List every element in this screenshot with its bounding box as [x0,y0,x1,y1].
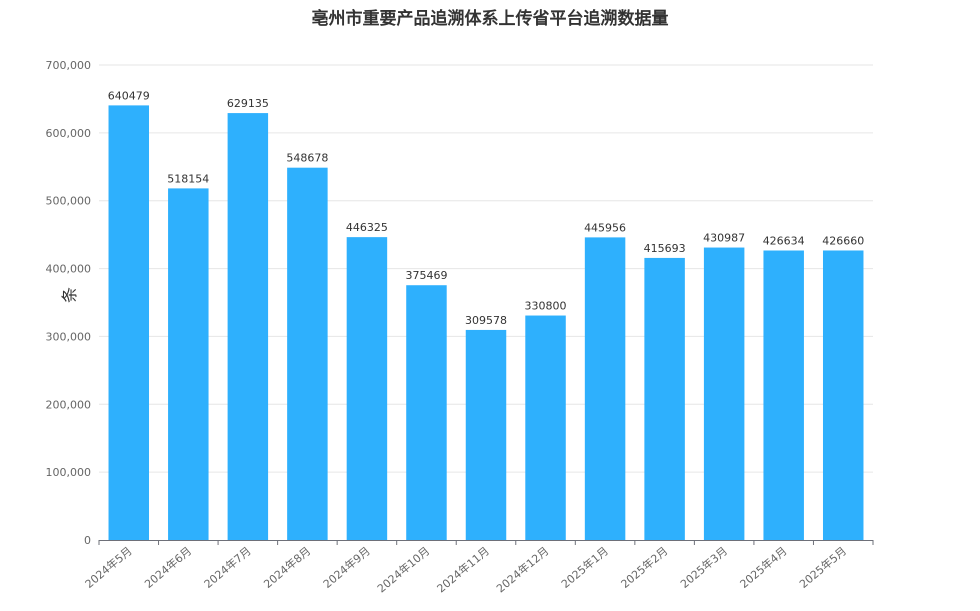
y-tick-label: 300,000 [46,330,92,343]
data-label: 548678 [286,152,328,165]
data-label: 309578 [465,314,507,327]
x-tick-label: 2024年8月 [261,544,314,591]
data-label: 430987 [703,232,745,245]
bar [406,285,447,540]
x-tick-label: 2024年10月 [374,544,432,596]
x-tick-label: 2025年4月 [737,544,790,591]
y-tick-label: 500,000 [46,195,92,208]
bar [227,113,269,540]
bar [168,188,209,540]
x-tick-label: 2025年1月 [558,544,611,591]
x-tick-label: 2024年7月 [201,544,254,591]
y-tick-label: 100,000 [46,466,92,479]
y-tick-label: 200,000 [46,398,92,411]
y-tick-label: 0 [84,534,91,547]
data-label: 415693 [644,242,686,255]
x-tick-label: 2024年12月 [493,544,551,596]
y-axis-label: 条 [60,287,79,303]
x-tick-label: 2024年9月 [320,544,373,591]
data-label: 426660 [822,234,864,247]
bars: 640479 518154 629135 548678 446325 375469 3095… [108,89,864,541]
x-tick-label: 2025年2月 [618,544,671,591]
bar [108,105,150,540]
bar [584,237,626,540]
bar [287,167,328,540]
y-tick-label: 400,000 [46,263,92,276]
data-label: 446325 [346,221,388,234]
bar [763,250,804,540]
y-tick-label: 600,000 [46,127,92,140]
data-label: 640479 [108,89,150,102]
data-label: 426634 [763,234,805,247]
bar [346,237,388,541]
data-label: 629135 [227,97,269,110]
data-label: 375469 [405,269,447,282]
bar [822,250,864,540]
chart-title: 亳州市重要产品追溯体系上传省平台追溯数据量 [312,8,669,29]
x-tick-label: 2024年11月 [434,544,492,596]
x-tick-label: 2025年3月 [677,544,730,591]
x-tick-label: 2024年5月 [82,544,135,591]
x-tick-label: 2024年6月 [142,544,195,591]
data-label: 330800 [525,300,567,313]
bar [525,315,566,540]
bar [644,257,685,540]
y-tick-label: 700,000 [46,59,92,72]
data-label: 445956 [584,221,626,234]
bar [703,247,745,540]
bar [465,329,507,540]
data-label: 518154 [167,172,209,185]
x-tick-label: 2025年5月 [796,544,849,591]
